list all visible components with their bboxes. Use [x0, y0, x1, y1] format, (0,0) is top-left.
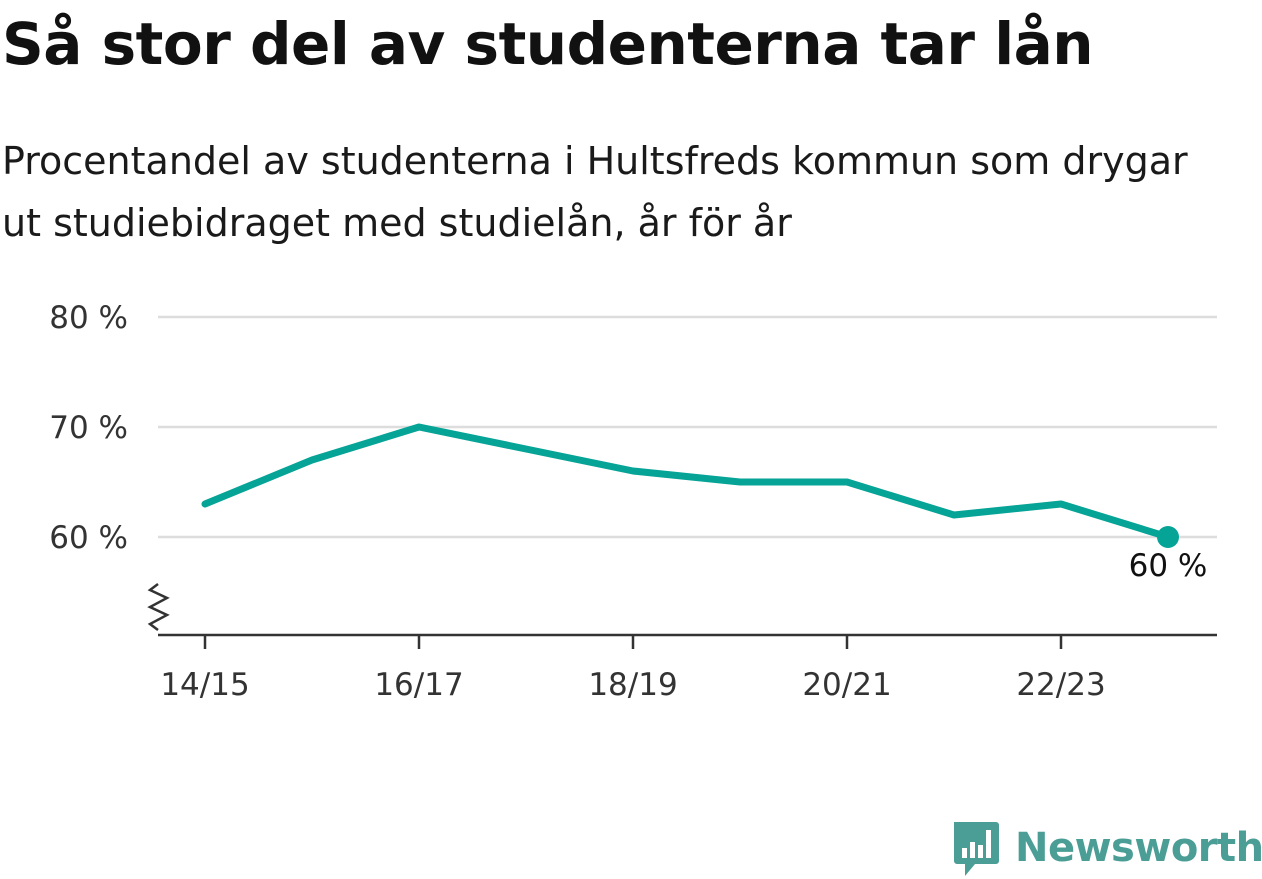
chart-subtitle: Procentandel av studenterna i Hultsfreds…: [2, 139, 1188, 245]
last-point-marker: [1157, 526, 1179, 548]
x-tick-label-14-15: 14/15: [160, 667, 249, 703]
grid-lines: [158, 315, 1217, 539]
series-line: [201, 423, 1172, 541]
x-tick-label-18-19: 18/19: [588, 667, 677, 703]
y-axis-break-icon: [147, 583, 170, 631]
brand-logo: Newsworthy: [951, 818, 1262, 878]
y-tick-label-70: 70 %: [49, 410, 128, 446]
brand-name: Newsworthy: [1015, 825, 1262, 871]
y-tick-label-60: 60 %: [49, 520, 128, 556]
x-axis-tick-labels: 14/15 16/17 18/19 20/21 22/23: [160, 667, 1105, 703]
x-axis: [147, 583, 1217, 649]
x-tick-label-22-23: 22/23: [1016, 667, 1105, 703]
series: 60 %: [201, 423, 1208, 584]
chart-title: Så stor del av studenterna tar lån: [2, 10, 1094, 78]
last-point-label: 60 %: [1129, 548, 1208, 584]
y-tick-label-80: 80 %: [49, 300, 128, 336]
x-tick-label-16-17: 16/17: [374, 667, 463, 703]
newsworthy-logo-icon: [954, 822, 999, 876]
x-tick-label-20-21: 20/21: [802, 667, 891, 703]
y-axis-tick-labels: 60 % 70 % 80 %: [49, 300, 128, 556]
